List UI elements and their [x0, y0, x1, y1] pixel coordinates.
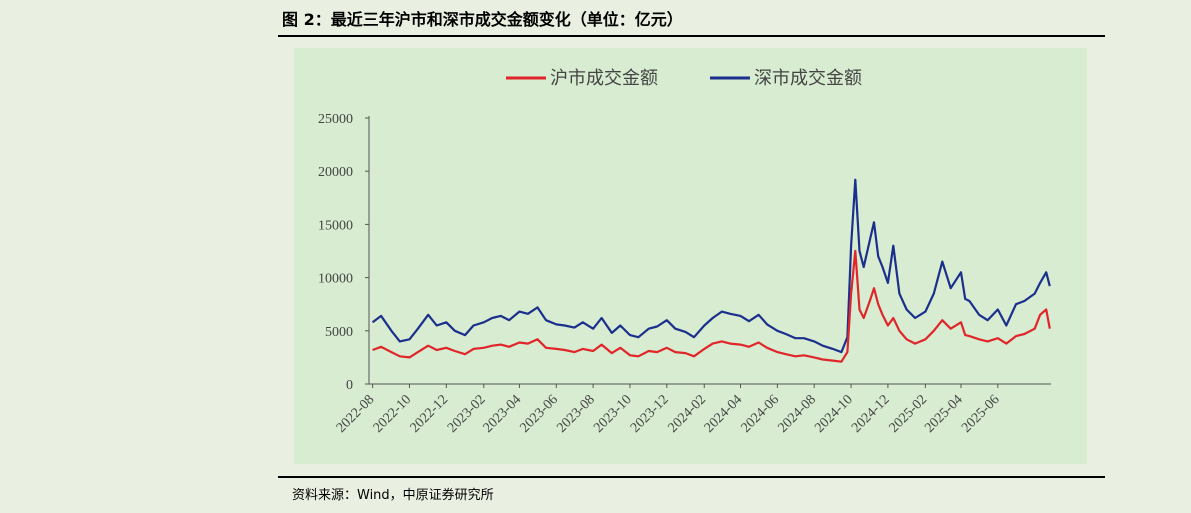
legend-label-sz: 深市成交金额: [754, 68, 862, 89]
y-tick-label: 15000: [318, 218, 353, 233]
y-tick-label: 5000: [325, 325, 353, 340]
x-tick-label: 2023-02: [445, 392, 489, 436]
figure-title: 图 2：最近三年沪市和深市成交金额变化（单位：亿元）: [282, 10, 683, 29]
x-tick-label: 2022-12: [408, 392, 452, 436]
x-tick-label: 2023-04: [481, 392, 525, 436]
y-axis: 0 5000 10000 15000 20000 25000: [318, 112, 370, 393]
x-tick-label: 2025-04: [922, 392, 966, 436]
x-tick-label: 2023-10: [591, 392, 635, 436]
x-tick-label: 2023-08: [554, 392, 598, 436]
chart-panel: 沪市成交金额 深市成交金额 0 5000 10000 15000 20000 25000 2…: [294, 48, 1087, 464]
bottom-rule: [278, 476, 1105, 478]
source-note: 资料来源：Wind，中原证券研究所: [292, 488, 494, 503]
y-tick-label: 25000: [318, 112, 353, 127]
x-tick-label: 2024-10: [812, 392, 856, 436]
series-line-sz: [371, 178, 1051, 354]
x-tick-label: 2024-04: [702, 392, 746, 436]
y-tick-label: 20000: [318, 165, 353, 180]
series-line-sh: [372, 249, 1051, 363]
line-chart: 沪市成交金额 深市成交金额 0 5000 10000 15000 20000 25000 2…: [318, 68, 1051, 436]
x-axis: 2022-082022-102022-122023-022023-042023-…: [334, 383, 1051, 436]
x-tick-label: 2024-08: [775, 392, 819, 436]
x-tick-label: 2025-06: [959, 392, 1003, 436]
legend: 沪市成交金额 深市成交金额: [506, 68, 862, 89]
x-tick-label: 2024-12: [849, 392, 893, 436]
x-tick-label: 2023-12: [628, 392, 672, 436]
x-tick-label: 2022-08: [334, 392, 378, 436]
legend-label-sh: 沪市成交金额: [550, 68, 658, 89]
y-tick-label: 10000: [318, 272, 353, 287]
y-tick-label: 0: [346, 378, 353, 393]
x-tick-label: 2024-02: [665, 392, 709, 436]
plot-lines: [371, 178, 1051, 363]
x-tick-label: 2023-06: [517, 392, 561, 436]
top-rule: [278, 35, 1105, 37]
x-tick-label: 2022-10: [371, 392, 415, 436]
x-tick-label: 2024-06: [739, 392, 783, 436]
x-tick-label: 2025-02: [887, 392, 931, 436]
